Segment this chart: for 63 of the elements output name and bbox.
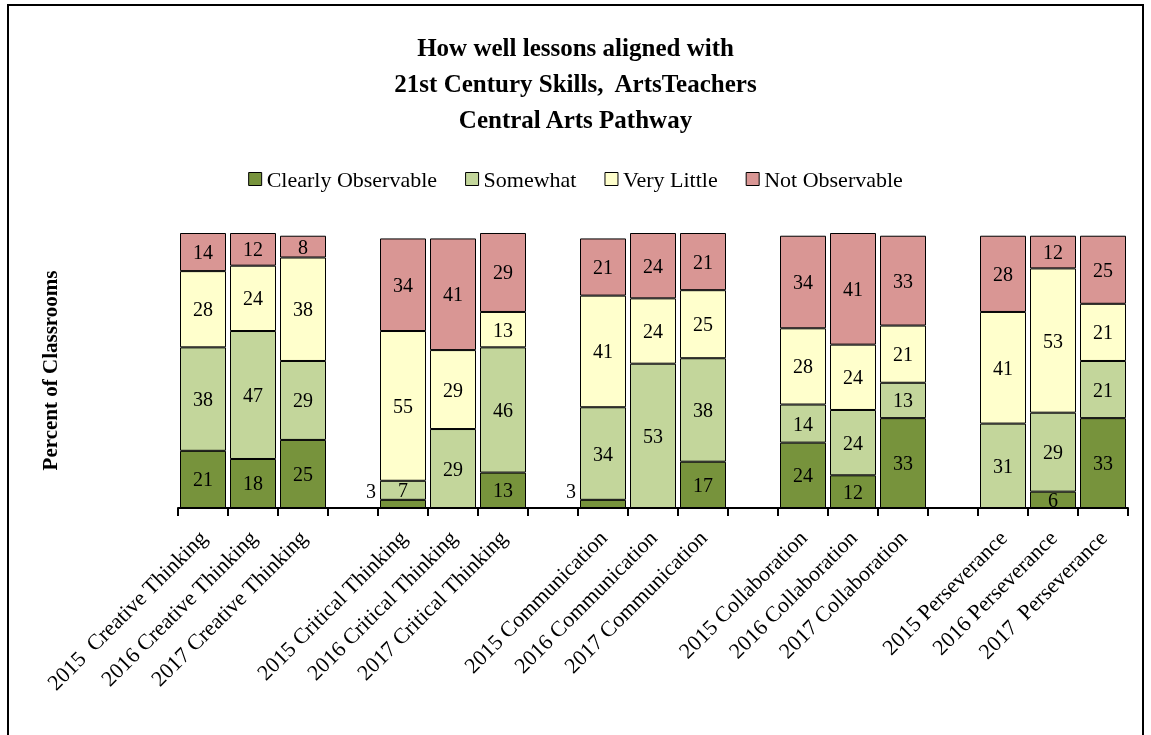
data-label: 53 [1043,329,1063,352]
data-label: 29 [443,378,463,401]
data-label: 29 [293,389,313,412]
data-label: 53 [643,424,663,447]
data-label: 6 [1048,488,1058,511]
data-label: 41 [593,340,613,363]
data-label: 41 [993,356,1013,379]
data-label: 38 [693,398,713,421]
data-label: 33 [1093,452,1113,475]
data-label: 12 [1043,241,1063,264]
legend-label: Not Observable [764,166,903,192]
data-label: 24 [793,464,813,487]
data-label: 21 [193,468,213,491]
legend-label: Somewhat [483,166,577,192]
data-label: 41 [843,277,863,300]
data-label: 28 [193,298,213,321]
data-label: 33 [893,452,913,475]
data-label: 24 [643,254,663,277]
data-label: 24 [843,366,863,389]
data-label: 55 [393,394,413,417]
data-label: 21 [893,343,913,366]
legend-label: Clearly Observable [266,166,438,192]
data-label: 33 [893,269,913,292]
data-label: 46 [493,398,513,421]
data-label: 34 [393,273,413,296]
data-label: 13 [893,389,913,412]
data-label: 29 [443,457,463,480]
data-label: 21 [693,250,713,273]
data-label: 41 [443,283,463,306]
data-label: 21 [1093,378,1113,401]
data-label: 3 [366,479,376,502]
data-label: 31 [993,454,1013,477]
data-label: 29 [1043,441,1063,464]
data-label: 8 [298,235,308,258]
data-label: 13 [493,479,513,502]
data-label: 38 [193,388,213,411]
data-label: 24 [643,320,663,343]
data-label: 47 [243,384,263,407]
data-label: 7 [398,479,408,502]
data-label: 14 [193,241,213,264]
data-label: 12 [243,238,263,261]
data-label: 24 [843,431,863,454]
data-label: 28 [793,355,813,378]
data-label: 17 [693,473,713,496]
data-label: 21 [1093,321,1113,344]
data-label: 21 [593,256,613,279]
legend-label: Very Little [622,166,718,192]
data-label: 18 [243,472,263,495]
data-label: 3 [566,479,576,502]
y-axis-title: Percent of Classrooms [37,270,62,471]
data-label: 24 [243,287,263,310]
data-label: 25 [1093,258,1113,281]
data-label: 12 [843,480,863,503]
data-label: 34 [593,442,613,465]
data-label: 25 [293,462,313,485]
data-label: 38 [293,298,313,321]
data-label: 34 [793,271,813,294]
chart-title: How well lessons aligned with 21st Century Skills, ArtsTeachers Central Arts Pathway [394,33,757,133]
data-label: 29 [493,261,513,284]
data-label: 14 [793,412,813,435]
data-label: 25 [693,313,713,336]
data-label: 13 [493,318,513,341]
data-label: 28 [993,262,1013,285]
